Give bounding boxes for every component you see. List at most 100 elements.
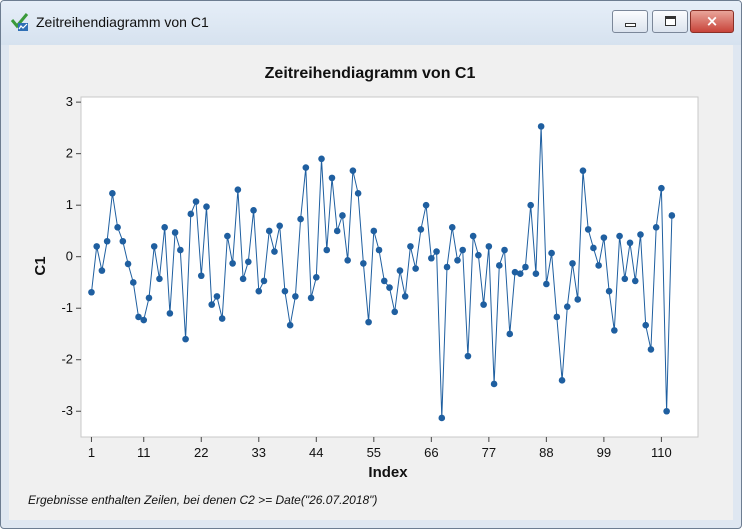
x-tick-label: 33 [252, 445, 266, 460]
data-point [558, 377, 566, 384]
data-point [605, 287, 613, 295]
data-point [103, 237, 111, 245]
data-point [213, 293, 221, 300]
data-point [109, 190, 116, 197]
data-point [166, 310, 174, 317]
minimize-button[interactable] [612, 10, 648, 33]
data-point [271, 248, 278, 255]
data-point [333, 227, 341, 235]
maximize-button[interactable] [652, 10, 688, 33]
data-point [354, 190, 362, 197]
data-point [506, 330, 514, 338]
data-point [548, 249, 555, 257]
data-point [323, 246, 331, 254]
data-point [276, 222, 283, 230]
data-point [344, 257, 351, 264]
data-point [407, 243, 414, 250]
data-point [647, 346, 655, 353]
y-axis-title: C1 [32, 256, 49, 275]
data-point [553, 313, 561, 321]
data-point [511, 268, 519, 276]
data-point [584, 226, 592, 233]
data-point [611, 327, 618, 334]
data-point [234, 186, 242, 194]
data-point [250, 207, 257, 214]
data-point [391, 308, 399, 316]
chart-title: Zeitreihendiagramm von C1 [265, 65, 476, 82]
data-point [642, 321, 650, 329]
data-point [171, 229, 179, 236]
data-point [161, 224, 168, 231]
x-axis-title: Index [368, 464, 408, 481]
data-point [537, 123, 545, 130]
x-tick-label: 66 [424, 445, 438, 460]
title-bar[interactable]: Zeitreihendiagramm von C1 × [1, 1, 741, 45]
x-tick-label: 11 [137, 445, 151, 460]
data-point [412, 265, 419, 272]
time-series-app-icon [10, 13, 29, 31]
data-point [532, 270, 540, 277]
data-point [224, 232, 231, 240]
data-point [386, 284, 393, 291]
data-point [197, 272, 205, 280]
x-tick-label: 110 [651, 445, 672, 460]
x-tick-label: 55 [367, 445, 381, 460]
y-tick-label: -1 [61, 300, 73, 315]
y-tick-label: -2 [61, 352, 73, 367]
x-tick-label: 77 [482, 445, 496, 460]
data-point [417, 226, 425, 233]
close-button[interactable]: × [690, 10, 734, 33]
data-point [297, 215, 304, 223]
data-point [302, 164, 310, 171]
data-point [438, 414, 446, 422]
data-point [443, 263, 451, 271]
data-point [668, 212, 676, 219]
x-axis: 1 11 22 33 44 55 66 77 88 99 110 [88, 437, 672, 460]
data-point [574, 296, 582, 303]
footnote: Ergebnisse enthalten Zeilen, bei denen C… [28, 493, 378, 507]
data-point [459, 246, 467, 254]
data-point [255, 287, 263, 295]
data-point [579, 167, 587, 174]
data-point [396, 267, 404, 274]
data-point [318, 155, 325, 163]
data-point [428, 254, 435, 262]
window-title: Zeitreihendiagramm von C1 [36, 14, 209, 30]
data-point [239, 275, 247, 283]
data-point [469, 232, 477, 240]
data-point [124, 260, 132, 268]
y-tick-label: 2 [66, 146, 73, 161]
y-tick-label: 0 [66, 249, 73, 264]
data-point [365, 318, 372, 326]
x-tick-label: 88 [539, 445, 553, 460]
y-axis: 3 2 1 0 -1 -2 -3 [61, 94, 81, 418]
data-point [380, 277, 388, 285]
data-point [281, 287, 289, 295]
y-tick-label: -3 [61, 403, 73, 418]
data-point [475, 251, 482, 259]
data-point [464, 352, 472, 360]
data-point [600, 234, 608, 241]
data-point [485, 243, 493, 250]
data-point [637, 231, 644, 238]
data-point [140, 316, 148, 324]
data-point [349, 167, 357, 174]
data-point [245, 258, 252, 266]
x-tick-label: 22 [194, 445, 208, 460]
data-point [286, 321, 294, 329]
data-point [203, 203, 210, 211]
series-line [91, 126, 673, 418]
data-point [182, 335, 189, 343]
data-point [422, 201, 430, 209]
data-point [563, 303, 571, 310]
data-point [93, 243, 100, 250]
data-point [616, 232, 623, 240]
data-point [652, 224, 660, 231]
data-point [501, 246, 508, 254]
data-point [401, 293, 409, 300]
data-point [516, 270, 524, 277]
data-point [307, 294, 315, 302]
data-point [312, 274, 320, 281]
data-point [265, 227, 273, 235]
data-point [448, 224, 456, 231]
